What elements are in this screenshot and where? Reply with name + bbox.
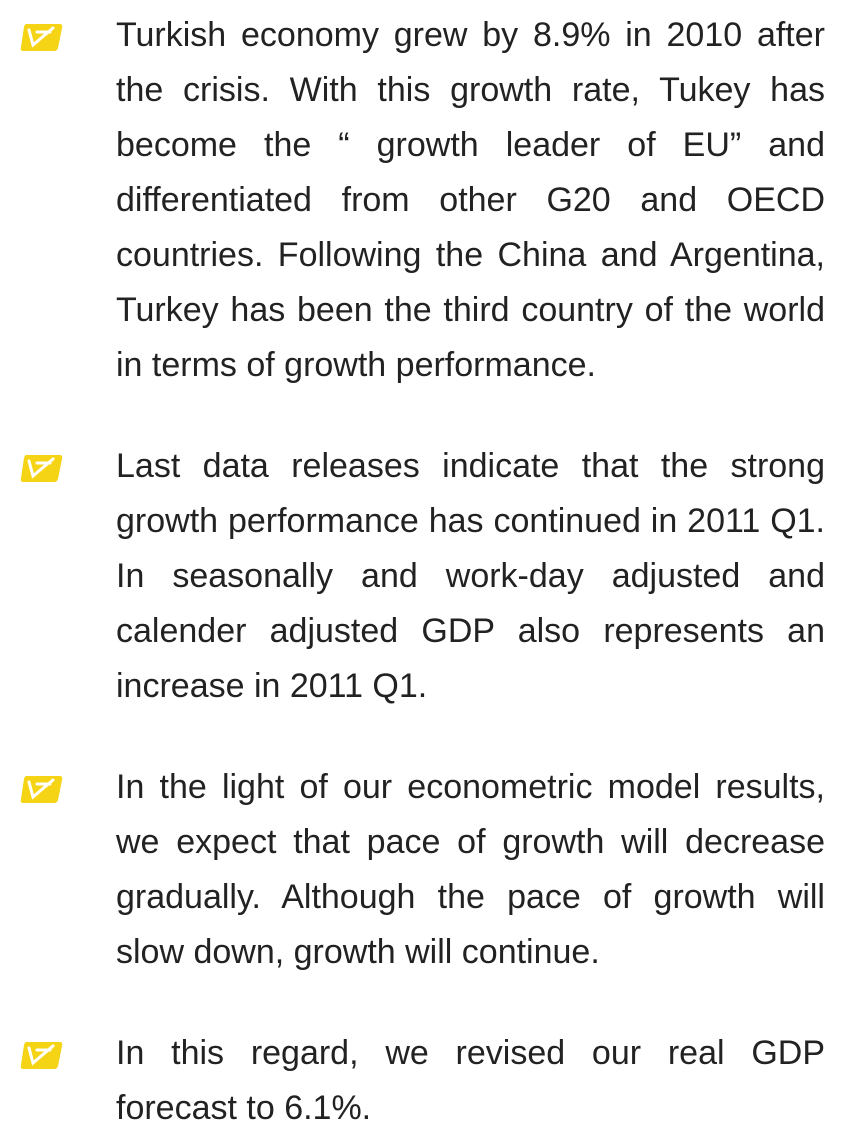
bullet-text: In this regard, we revised our real GDP … xyxy=(116,1034,825,1127)
bullet-item: In the light of our econometric model re… xyxy=(0,760,825,980)
bullet-icon-mark xyxy=(27,26,55,48)
bullet-text: Last data releases indicate that the str… xyxy=(116,447,825,705)
bullet-icon-mark xyxy=(27,778,55,800)
bullet-icon-mark xyxy=(27,457,55,479)
bullet-item: Turkish economy grew by 8.9% in 2010 aft… xyxy=(0,8,825,393)
slide: Turkish economy grew by 8.9% in 2010 aft… xyxy=(0,8,825,1127)
bullet-item: Last data releases indicate that the str… xyxy=(0,439,825,714)
bullet-item: In this regard, we revised our real GDP … xyxy=(0,1026,825,1136)
bullet-icon xyxy=(20,776,63,803)
bullet-icon xyxy=(20,24,63,51)
bullet-icon xyxy=(20,1042,63,1069)
bullet-icon-mark xyxy=(27,1044,55,1066)
bullet-icon xyxy=(20,455,63,482)
bullet-text: Turkish economy grew by 8.9% in 2010 aft… xyxy=(116,16,825,384)
bullet-text: In the light of our econometric model re… xyxy=(116,768,825,971)
